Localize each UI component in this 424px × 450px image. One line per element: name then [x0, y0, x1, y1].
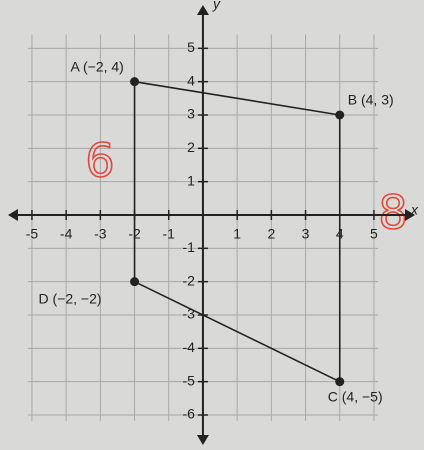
- y-tick-label: -6: [182, 406, 195, 422]
- y-tick-label: -2: [182, 272, 195, 288]
- x-tick-label: -3: [94, 226, 107, 242]
- x-tick-label: 1: [233, 226, 241, 242]
- vertex-label: D (−2, −2): [39, 290, 102, 306]
- vertex: [335, 377, 345, 387]
- x-axis-label: x: [410, 202, 419, 218]
- vertex: [130, 77, 140, 87]
- vertex: [130, 277, 140, 287]
- y-tick-label: 5: [187, 39, 195, 55]
- x-tick-label: -4: [60, 226, 73, 242]
- y-axis-label: y: [212, 0, 221, 12]
- y-tick-label: 3: [187, 106, 195, 122]
- x-tick-label: -5: [26, 226, 39, 242]
- x-tick-label: 5: [370, 226, 378, 242]
- x-tick-label: -1: [163, 226, 176, 242]
- y-tick-label: -1: [182, 239, 195, 255]
- y-tick-label: 2: [187, 139, 195, 155]
- annotation: 6: [85, 134, 114, 188]
- y-tick-label: 1: [187, 172, 195, 188]
- y-tick-label: 4: [187, 72, 195, 88]
- y-tick-label: -5: [182, 372, 195, 388]
- vertex-label: A (−2, 4): [71, 58, 124, 74]
- x-tick-label: 2: [267, 226, 275, 242]
- y-tick-label: -4: [182, 339, 195, 355]
- x-tick-label: 3: [302, 226, 310, 242]
- annotation: 8: [378, 186, 407, 240]
- vertex-label: C (4, −5): [328, 388, 383, 404]
- vertex-label: B (4, 3): [348, 92, 394, 108]
- vertex: [335, 110, 345, 120]
